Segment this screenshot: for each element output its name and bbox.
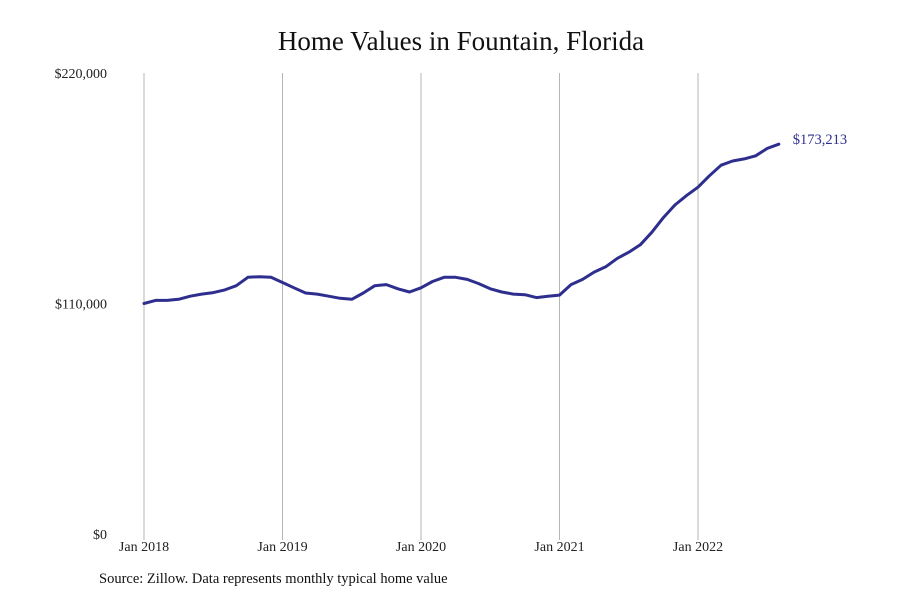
x-tick-label-0: Jan 2018 — [119, 540, 169, 555]
y-axis-ticks: $0 $110,000 $220,000 — [55, 67, 108, 543]
data-point-2020-05 — [466, 278, 469, 281]
data-point-2019-02 — [293, 286, 296, 289]
data-point-2018-07 — [212, 291, 215, 294]
data-point-2021-09 — [650, 231, 653, 234]
data-point-2022-06 — [754, 154, 757, 157]
data-point-2019-10 — [385, 283, 388, 286]
data-point-2018-09 — [235, 284, 238, 287]
data-point-2019-01 — [281, 281, 284, 284]
y-tick-label-2: $220,000 — [55, 67, 108, 82]
data-point-2020-03 — [443, 276, 446, 279]
data-point-2020-01 — [420, 286, 423, 289]
y-tick-label-0: $0 — [93, 528, 107, 543]
x-tick-label-1: Jan 2019 — [257, 540, 307, 555]
data-point-2020-06 — [477, 282, 480, 285]
x-tick-label-2: Jan 2020 — [396, 540, 446, 555]
data-point-2019-08 — [362, 292, 365, 295]
data-point-2021-02 — [570, 283, 573, 286]
data-point-2022-05 — [743, 157, 746, 160]
data-point-2019-03 — [304, 292, 307, 295]
data-point-2021-01 — [558, 294, 561, 297]
data-point-2019-05 — [327, 295, 330, 298]
data-point-2019-04 — [316, 293, 319, 296]
data-point-2021-10 — [662, 216, 665, 219]
data-point-2020-12 — [547, 295, 550, 298]
end-value-label: $173,213 — [793, 132, 847, 148]
x-tick-label-3: Jan 2021 — [534, 540, 584, 555]
data-point-2019-07 — [350, 298, 353, 301]
data-point-2020-09 — [512, 293, 515, 296]
data-point-2021-04 — [593, 271, 596, 274]
data-point-2022-03 — [720, 164, 723, 167]
data-point-2021-03 — [581, 278, 584, 281]
data-point-2018-03 — [166, 299, 169, 302]
y-tick-label-1: $110,000 — [55, 298, 107, 313]
data-point-2018-12 — [270, 276, 273, 279]
x-axis-ticks: Jan 2018 Jan 2019 Jan 2020 Jan 2021 Jan 2022 — [119, 534, 723, 555]
data-point-2022-01 — [697, 186, 700, 189]
source-note: Source: Zillow. Data represents monthly … — [99, 571, 448, 587]
end-labels: $173,213 — [793, 132, 847, 148]
data-point-2022-04 — [731, 160, 734, 163]
data-point-2020-02 — [431, 280, 434, 283]
data-point-2022-02 — [708, 174, 711, 177]
data-point-2019-12 — [408, 291, 411, 294]
data-point-2018-08 — [223, 288, 226, 291]
data-point-2020-04 — [454, 276, 457, 279]
data-point-2018-10 — [246, 276, 249, 279]
data-point-2019-06 — [339, 297, 342, 300]
series-lines — [142, 142, 781, 305]
data-point-2019-11 — [396, 287, 399, 290]
data-point-2018-11 — [258, 275, 261, 278]
data-point-2021-11 — [673, 204, 676, 207]
data-point-2019-09 — [373, 284, 376, 287]
data-point-2021-12 — [685, 194, 688, 197]
data-point-2018-06 — [200, 293, 203, 296]
data-point-2018-02 — [154, 299, 157, 302]
chart-title: Home Values in Fountain, Florida — [277, 26, 645, 56]
data-point-2020-11 — [535, 296, 538, 299]
data-point-2018-05 — [189, 295, 192, 298]
vertical-gridlines — [143, 73, 699, 534]
data-point-2021-07 — [627, 251, 630, 254]
data-point-2020-07 — [489, 287, 492, 290]
data-point-2022-07 — [766, 147, 769, 150]
data-point-2021-05 — [604, 265, 607, 268]
data-point-2020-08 — [500, 291, 503, 294]
data-point-2021-06 — [616, 257, 619, 260]
data-point-2021-08 — [639, 243, 642, 246]
data-point-2018-04 — [177, 298, 180, 301]
data-point-2020-10 — [523, 293, 526, 296]
data-point-2018-01 — [143, 302, 146, 305]
x-tick-label-4: Jan 2022 — [673, 540, 723, 555]
series-line-0 — [142, 142, 781, 305]
data-point-2022-08 — [777, 143, 780, 146]
